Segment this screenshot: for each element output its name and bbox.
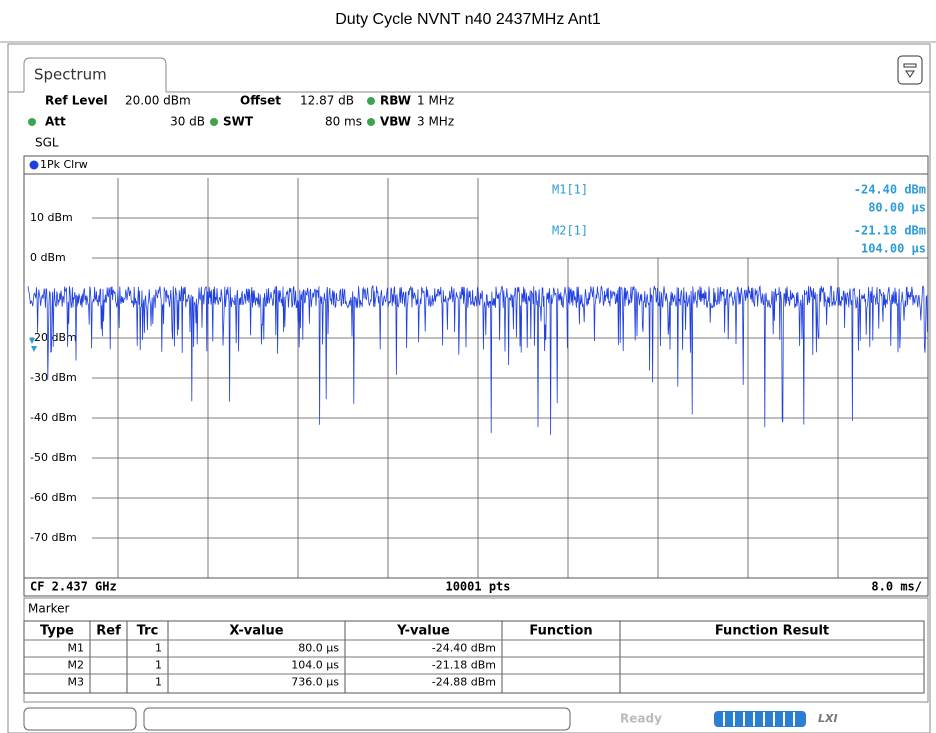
setting-value: 3 MHz [417, 115, 454, 129]
marker-symbol [29, 338, 37, 352]
progress [714, 711, 806, 727]
column-header: Function Result [715, 624, 829, 639]
cell: M2 [68, 659, 85, 672]
readout-name: M2[1] [552, 224, 588, 238]
y-tick-label: -40 dBm [30, 411, 77, 424]
readout-name: M1[1] [552, 183, 588, 197]
tab-label[interactable]: Spectrum [34, 66, 107, 84]
cell: -24.40 dBm [432, 642, 496, 655]
title: Duty Cycle NVNT n40 2437MHz Ant1 [335, 11, 601, 28]
y-tick-label: -30 dBm [30, 371, 77, 384]
cell: 1 [155, 676, 162, 689]
tab[interactable] [23, 57, 167, 92]
y-tick-label: -50 dBm [30, 451, 77, 464]
setting-name: VBW [380, 115, 411, 129]
mode: SGL [35, 136, 59, 150]
column-header: Function [529, 624, 592, 639]
readout-level: -21.18 dBm [854, 224, 926, 238]
trace-indicator [29, 160, 39, 170]
marker-table [23, 597, 929, 703]
column-header: X-value [229, 624, 283, 639]
menu-icon [903, 63, 917, 78]
cell: -24.88 dBm [432, 676, 496, 689]
setting-value: 80 ms [325, 115, 362, 129]
points: 10001 pts [445, 580, 510, 594]
readout-level: -24.40 dBm [854, 183, 926, 197]
indicator [367, 97, 375, 105]
column-header: Trc [137, 624, 159, 639]
readout-time: 80.00 µs [868, 201, 926, 215]
status-box [143, 707, 571, 731]
lxi-logo: LXI [818, 712, 838, 725]
setting-name: Offset [240, 94, 281, 108]
setting-name: Att [45, 115, 66, 129]
column-header: Y-value [396, 624, 450, 639]
trace [27, 284, 928, 435]
status: Ready [620, 712, 662, 726]
indicator [367, 118, 375, 126]
setting-name: SWT [223, 115, 254, 129]
y-tick-label: 10 dBm [30, 211, 73, 224]
setting-value: 1 MHz [417, 94, 454, 108]
cell: M3 [68, 676, 85, 689]
column-header: Ref [96, 624, 121, 639]
cell: 104.0 µs [291, 659, 339, 672]
cell: 1 [155, 642, 162, 655]
setting-name: RBW [380, 94, 411, 108]
y-tick-label: 0 dBm [30, 251, 66, 264]
cell: M1 [68, 642, 85, 655]
cell: 80.0 µs [298, 642, 339, 655]
setting-value: 30 dB [170, 115, 205, 129]
column-header: Type [40, 624, 74, 639]
cell: 736.0 µs [291, 676, 339, 689]
cell: -21.18 dBm [432, 659, 496, 672]
y-tick-label: -70 dBm [30, 531, 77, 544]
plot-frame [23, 155, 929, 597]
y-tick-label: -60 dBm [30, 491, 77, 504]
center-frequency: CF 2.437 GHz [30, 580, 117, 594]
setting-value: 20.00 dBm [125, 94, 191, 108]
setting-value: 12.87 dB [300, 94, 354, 108]
trace-label: 1Pk Clrw [40, 158, 88, 171]
readout-time: 104.00 µs [861, 242, 926, 256]
indicator [28, 118, 36, 126]
status-box [23, 707, 137, 731]
table-title: Marker [28, 602, 70, 616]
menu-button[interactable] [897, 55, 923, 85]
sweep-scale: 8.0 ms/ [871, 580, 922, 594]
setting-name: Ref Level [45, 94, 108, 108]
indicator [210, 118, 218, 126]
cell: 1 [155, 659, 162, 672]
